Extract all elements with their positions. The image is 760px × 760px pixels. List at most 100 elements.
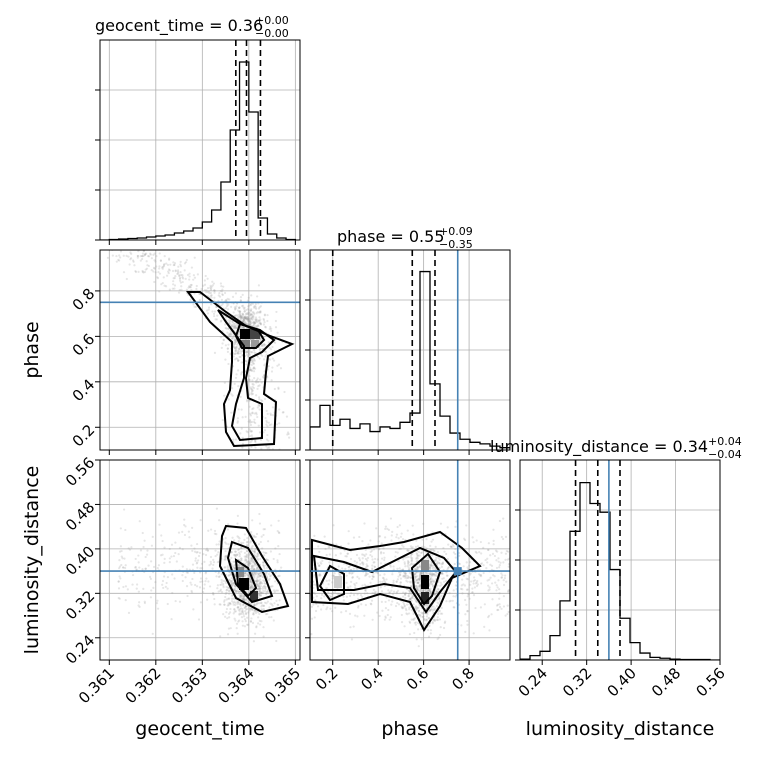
sample-point: [238, 564, 241, 567]
sample-point: [122, 271, 126, 274]
sample-point: [382, 547, 385, 550]
sample-point: [422, 522, 425, 525]
sample-point: [238, 563, 241, 566]
sample-point: [377, 540, 380, 543]
sample-point: [407, 549, 410, 552]
sample-point: [427, 589, 430, 592]
sample-point: [380, 551, 383, 554]
sample-point: [244, 612, 248, 616]
sample-point: [205, 548, 208, 552]
sample-point: [233, 600, 236, 603]
sample-point: [266, 540, 270, 543]
sample-point: [242, 598, 245, 601]
sample-point: [321, 559, 324, 562]
sample-point: [371, 618, 374, 621]
sample-point: [232, 603, 235, 606]
sample-point: [255, 318, 258, 321]
sample-point: [251, 321, 254, 324]
sample-point: [363, 588, 367, 592]
sample-point: [252, 322, 256, 325]
sample-point: [370, 603, 373, 606]
sample-point: [237, 408, 240, 411]
sample-point: [256, 580, 259, 583]
sample-point: [485, 567, 488, 570]
sample-point: [164, 585, 167, 588]
sample-point: [380, 590, 384, 593]
sample-point: [253, 412, 256, 415]
sample-point: [245, 313, 248, 316]
sample-point: [259, 587, 262, 590]
sample-point: [269, 329, 273, 333]
sample-point: [260, 344, 264, 348]
sample-point: [428, 609, 432, 612]
sample-point: [251, 557, 254, 560]
sample-point: [212, 558, 215, 561]
sample-point: [318, 564, 321, 567]
sample-point: [350, 572, 353, 575]
sample-point: [232, 353, 236, 356]
sample-point: [412, 618, 415, 622]
sample-point: [237, 590, 240, 594]
sample-point: [421, 538, 424, 541]
sample-point: [213, 603, 216, 606]
sample-point: [361, 539, 364, 543]
sample-point: [252, 357, 256, 360]
sample-point: [236, 343, 239, 346]
sample-point: [397, 603, 401, 606]
sample-point: [346, 552, 350, 555]
sample-point: [166, 602, 169, 606]
sample-point: [193, 276, 197, 279]
sample-point: [358, 577, 361, 580]
sample-point: [220, 346, 223, 349]
sample-point: [417, 610, 421, 613]
sample-point: [463, 537, 466, 540]
sample-point: [496, 603, 499, 606]
sample-point: [392, 579, 395, 582]
hist-bin-9: [400, 422, 410, 450]
sample-point: [246, 319, 250, 322]
sample-point: [346, 552, 349, 555]
sample-point: [473, 576, 476, 579]
sample-point: [189, 283, 192, 287]
sample-point: [178, 279, 182, 282]
sample-point: [177, 272, 180, 275]
sample-point: [217, 590, 220, 593]
sample-point: [259, 582, 262, 586]
sample-point: [241, 314, 244, 317]
sample-point: [199, 519, 202, 522]
sample-point: [381, 576, 385, 580]
sample-point: [246, 574, 249, 577]
sample-point: [245, 322, 248, 325]
sample-point: [255, 325, 258, 328]
sample-point: [325, 579, 328, 582]
sample-point: [217, 519, 221, 522]
sample-point: [149, 596, 153, 599]
sample-point: [436, 618, 440, 622]
sample-point: [246, 299, 250, 302]
sample-point: [246, 313, 249, 316]
sample-point: [265, 409, 268, 412]
sample-point: [225, 607, 229, 611]
sample-point: [254, 439, 257, 442]
sample-point: [414, 623, 417, 626]
sample-point: [418, 577, 421, 580]
sample-point: [249, 620, 253, 623]
sample-point: [240, 316, 243, 320]
sample-point: [179, 271, 182, 274]
sample-point: [253, 320, 256, 324]
sample-point: [436, 584, 439, 587]
sample-point: [342, 599, 345, 602]
sample-point: [196, 550, 199, 554]
sample-point: [230, 411, 233, 414]
hist-phase-panel: [305, 249, 511, 455]
sample-point: [239, 432, 242, 435]
sample-point: [238, 312, 242, 315]
sample-point: [384, 600, 387, 604]
sample-point: [170, 555, 173, 558]
sample-point: [140, 254, 144, 258]
sample-point: [241, 598, 244, 601]
sample-point: [185, 288, 188, 291]
sample-point: [506, 550, 510, 553]
sample-point: [436, 590, 439, 593]
sample-point: [474, 550, 477, 553]
